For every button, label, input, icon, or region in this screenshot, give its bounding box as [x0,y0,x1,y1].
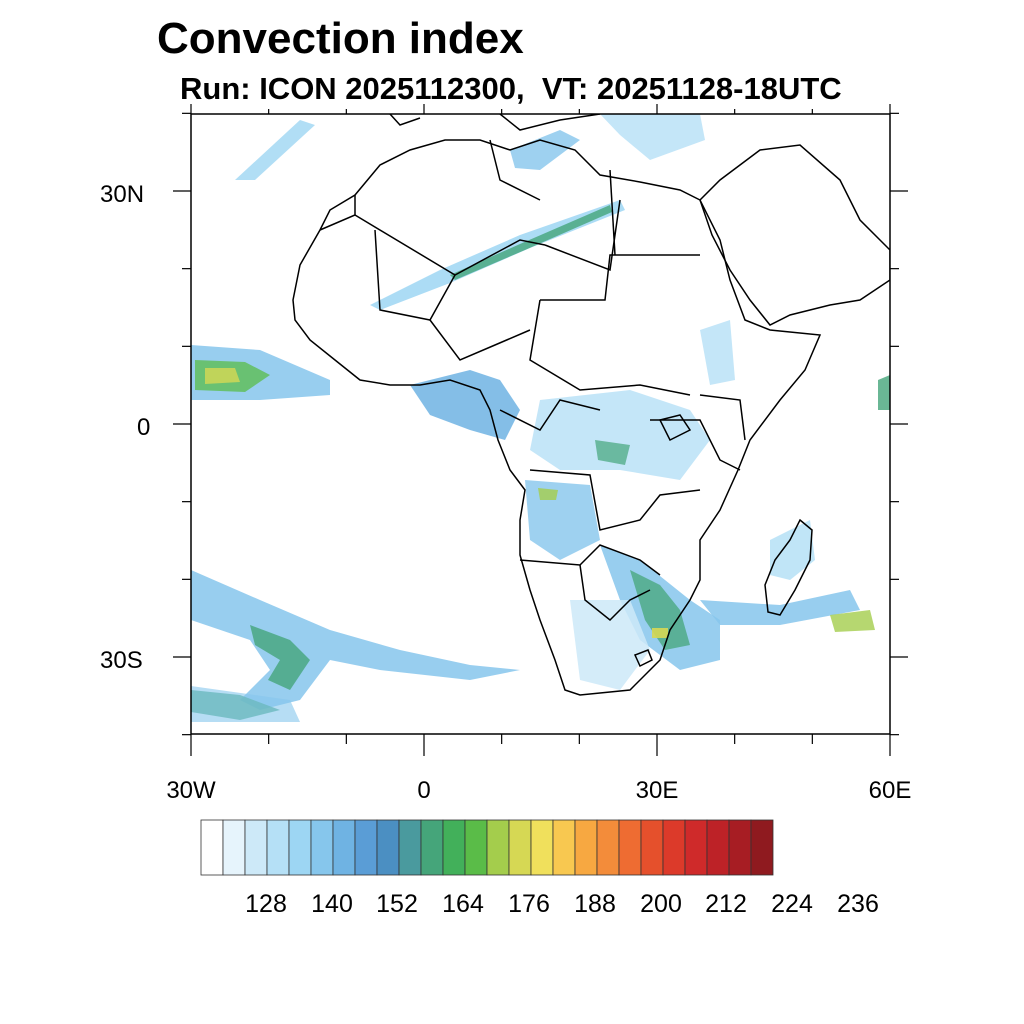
colorbar-label: 212 [705,890,747,918]
colorbar-swatch [508,819,532,876]
colorbar-swatch [420,819,444,876]
border-15 [319,195,356,231]
field-ethiopia [700,320,735,385]
border-2 [544,199,621,272]
lon-label-30e: 30E [636,777,679,804]
border-9 [519,544,661,576]
colorbar-swatch [486,819,510,876]
lake-victoria [658,414,692,442]
colorbar-swatch [662,819,686,876]
border-6 [429,319,531,361]
colorbar-label: 200 [640,890,682,918]
arabian-coast [699,144,890,326]
field-congo [530,390,710,480]
field-satl-south-edge [191,686,300,722]
colorbar-swatch [684,819,708,876]
colorbar-swatch [376,819,400,876]
border-5 [374,229,456,321]
colorbar-label: 236 [837,890,879,918]
africa-coastline [292,139,822,696]
field-satl [191,570,520,710]
colorbar-swatch [706,819,730,876]
lat-label-30n: 30N [100,181,144,208]
colorbar-swatch [530,819,554,876]
field-mascarene [830,610,875,632]
border-3 [540,254,700,301]
colorbar-label: 152 [376,890,418,918]
lesotho [633,649,653,668]
colorbar-swatch [574,819,598,876]
field-satl-core [250,625,310,690]
colorbar-label: 164 [442,890,484,918]
field-med-east [600,114,705,160]
border-1 [354,214,546,276]
colorbar-swatch [442,819,466,876]
border-14 [489,139,541,201]
colorbar-swatch [464,819,488,876]
field-guinea [410,370,520,440]
field-sahara-band [235,120,315,180]
iberia-coast [389,114,421,126]
field-atl-west-core2 [205,368,240,384]
colorbar-swatch [266,819,290,876]
colorbar-swatch [398,819,422,876]
lat-label-0: 0 [137,414,150,441]
colorbar-label: 224 [771,890,813,918]
field-moz-yellow [652,628,668,638]
border-4 [529,299,691,396]
colorbar [200,819,774,876]
convection-field [191,114,890,722]
colorbar-swatch [750,819,774,876]
border-11 [650,419,741,471]
border-8 [529,469,701,531]
field-moz-core [630,570,690,650]
colorbar-swatch [354,819,378,876]
chart-subtitle: Run: ICON 2025112300, VT: 20251128-18UTC [180,71,842,106]
colorbar-label: 140 [311,890,353,918]
border-13 [609,169,616,256]
field-congo-core [595,440,630,465]
field-angola [525,480,600,560]
colorbar-swatch [552,819,576,876]
lon-label-30w: 30W [166,777,216,804]
lon-label-60e: 60E [869,777,912,804]
field-madagascar-band [700,590,860,625]
field-madagascar [770,520,815,580]
field-north-med [510,130,580,170]
colorbar-swatch [244,819,268,876]
lat-label-30s: 30S [100,647,143,674]
colorbar-swatch [310,819,334,876]
field-angola-core [538,488,558,500]
colorbar-swatch [222,819,246,876]
colorbar-swatch [618,819,642,876]
colorbar-label: 176 [508,890,550,918]
field-sa-interior [570,600,650,690]
colorbar-label: 128 [245,890,287,918]
border-12 [699,394,746,441]
border-7 [499,399,601,431]
lon-label-0: 0 [417,777,430,804]
coastlines [292,114,890,696]
border-10 [579,564,651,622]
axis-ticks [173,104,908,756]
chart-title: Convection index [157,14,524,63]
colorbar-swatch [640,819,664,876]
colorbar-swatch [596,819,620,876]
colorbar-label: 188 [574,890,616,918]
colorbar-swatch [200,819,224,876]
colorbar-swatch [728,819,752,876]
colorbar-swatch [332,819,356,876]
med-north-coast [499,114,601,131]
madagascar-coast [764,518,813,616]
field-arabian [878,375,890,410]
colorbar-swatch [288,819,312,876]
